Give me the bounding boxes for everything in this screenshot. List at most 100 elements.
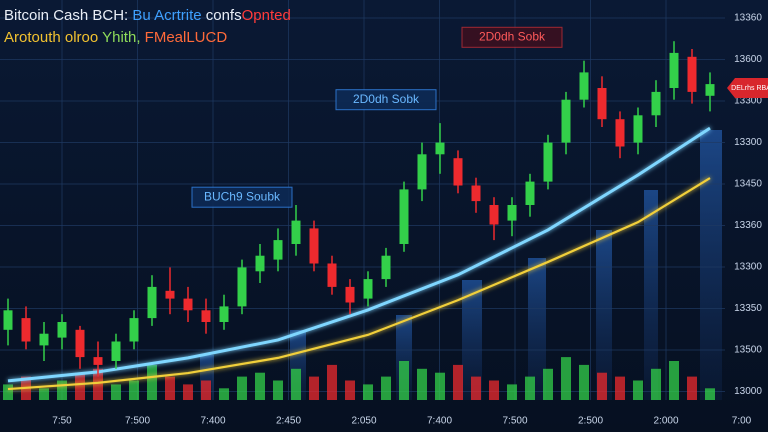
volume-bar: [363, 384, 373, 400]
backdrop-columns: [200, 130, 722, 400]
y-tick-label: 13300: [734, 96, 762, 107]
candle-body: [471, 185, 481, 202]
chart-title: Bitcoin Cash BCH: Bu Acrtrite confsOpnte…: [4, 7, 291, 24]
candle-body: [111, 341, 121, 361]
candle-body: [39, 333, 49, 346]
candle-body: [417, 154, 427, 190]
volume-bar: [327, 364, 337, 400]
trend-line: [7, 177, 711, 391]
trend-line: [7, 126, 711, 383]
volume-bar: [651, 368, 661, 400]
volume-bar: [75, 372, 85, 400]
x-tick-label: 2:450: [276, 416, 301, 427]
title-part: Opnted: [242, 7, 291, 24]
candle-body: [219, 306, 229, 322]
candle-body: [525, 181, 535, 205]
volume-bar: [453, 364, 463, 400]
annotation-text: 2D0dh Sobk: [479, 29, 546, 43]
candle-body: [435, 142, 445, 155]
volume-bar: [291, 368, 301, 400]
plot-area: [3, 41, 715, 400]
candle-body: [543, 142, 553, 182]
annotation-text: BUCh9 Soubk: [204, 189, 281, 203]
annotation-box: [461, 26, 563, 48]
volume-bar: [111, 384, 121, 400]
volume-bar: [309, 376, 319, 400]
annotation-box: [191, 186, 293, 208]
candle-body: [507, 205, 517, 221]
price-tag-shape: [727, 78, 768, 98]
volume-bar: [255, 372, 265, 400]
y-tick-label: 13360: [734, 13, 762, 24]
volume-bar: [57, 380, 67, 400]
volume-bar: [3, 384, 13, 400]
y-tick-label: 13600: [734, 54, 762, 65]
title-part: Bu Acrtrite: [132, 7, 205, 24]
grid: [0, 0, 725, 400]
x-tick-label: 2:050: [351, 416, 376, 427]
x-tick-label: 7:00: [732, 416, 752, 427]
candle-body: [291, 220, 301, 244]
x-tick-label: 2:000: [653, 416, 678, 427]
candle-body: [129, 318, 139, 342]
candle-body: [165, 290, 175, 299]
candle-body: [687, 56, 697, 92]
volume-bar: [687, 376, 697, 400]
volume-bar: [471, 376, 481, 400]
volume-bar: [561, 357, 571, 400]
x-tick-label: 7:500: [125, 416, 150, 427]
candle-body: [345, 286, 355, 303]
y-tick-label: 13300: [734, 262, 762, 273]
volume-bar: [543, 368, 553, 400]
candle-body: [183, 298, 193, 311]
candle-body: [705, 84, 715, 96]
candle-body: [615, 119, 625, 147]
x-tick-label: 7:50: [52, 416, 72, 427]
volume-bar: [183, 384, 193, 400]
candle-body: [309, 228, 319, 264]
candle-body: [399, 189, 409, 244]
candle-body: [363, 279, 373, 299]
y-tick-label: 13000: [734, 386, 762, 397]
candle-body: [201, 310, 211, 322]
volume-bar: [705, 388, 715, 400]
candle-body: [21, 318, 31, 342]
candle-body: [327, 263, 337, 287]
y-tick-label: 13300: [734, 137, 762, 148]
title-part: FMealLUCD: [145, 29, 228, 46]
x-tick-label: 7:400: [427, 416, 452, 427]
volume-bar: [273, 380, 283, 400]
x-tick-label: 7:400: [200, 416, 225, 427]
title-part: Arotouth olroo: [4, 29, 102, 46]
price-tag-text: DELrhs RBA: [731, 85, 768, 92]
y-tick-label: 13450: [734, 179, 762, 190]
volume-bar: [129, 380, 139, 400]
candle-body: [561, 99, 571, 143]
candle-body: [273, 240, 283, 260]
candle-body: [489, 205, 499, 225]
candle-body: [381, 255, 391, 280]
candle-body: [3, 310, 13, 330]
candle-body: [651, 91, 661, 116]
volume-bar: [219, 388, 229, 400]
volume-bar: [435, 372, 445, 400]
volume-bar: [615, 376, 625, 400]
volume-bar: [381, 376, 391, 400]
volume-bar: [399, 361, 409, 400]
volume-bar: [633, 380, 643, 400]
y-tick-label: 13360: [734, 220, 762, 231]
volume-bar: [201, 380, 211, 400]
volume-bar: [417, 368, 427, 400]
candle-body: [93, 357, 103, 365]
volume-bar: [93, 368, 103, 400]
volume-bar: [579, 364, 589, 400]
candle-body: [237, 267, 247, 307]
volume-bar: [147, 364, 157, 400]
volume-bar: [489, 380, 499, 400]
candle-body: [57, 322, 67, 338]
annotation-box: [335, 89, 437, 111]
candle-body: [597, 88, 607, 120]
candle-body: [633, 115, 643, 143]
